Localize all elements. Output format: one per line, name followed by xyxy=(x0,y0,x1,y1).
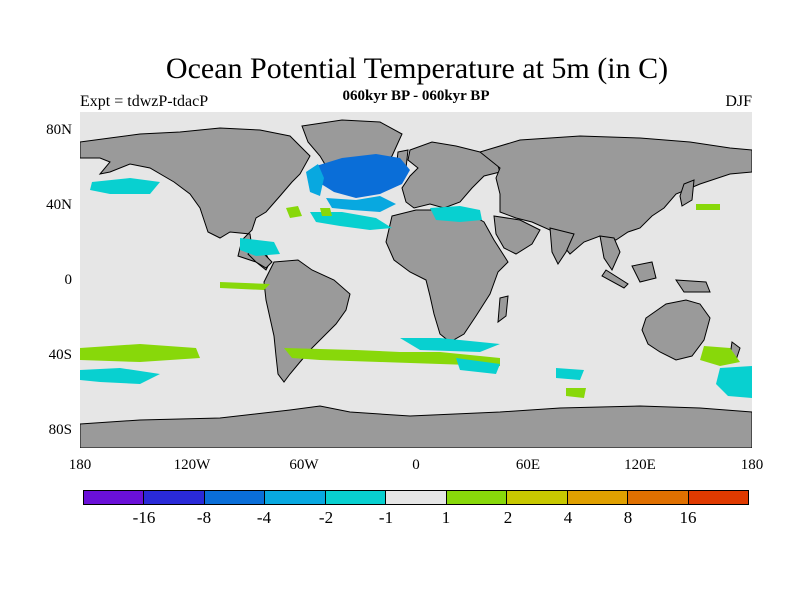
india-land xyxy=(549,227,575,265)
colorbar-label: 1 xyxy=(441,508,451,527)
lat-tick-0: 0 xyxy=(64,272,73,288)
borneo-land xyxy=(631,261,657,283)
north-pacific-east-warm xyxy=(696,204,720,210)
north-atlantic-anomaly-moderate xyxy=(306,164,324,196)
colorbar-swatch xyxy=(325,491,387,504)
southern-ocean-cold-1 xyxy=(80,368,160,384)
lon-tick-120w: 120W xyxy=(173,457,211,473)
sumatra-land xyxy=(601,269,629,289)
southern-ocean-warm-4 xyxy=(700,346,740,366)
colorbar-swatch xyxy=(628,491,689,504)
colorbar-swatch xyxy=(386,491,447,504)
pacific-anomaly-strip xyxy=(220,282,270,290)
caribbean-anomaly xyxy=(240,238,280,256)
southern-ocean-cold-3 xyxy=(456,358,500,374)
period-label: 060kyr BP - 060kyr BP xyxy=(342,88,490,104)
mediterranean-anomaly xyxy=(430,206,482,222)
lon-tick-60w: 60W xyxy=(289,457,319,473)
world-map xyxy=(80,112,752,448)
new-guinea-land xyxy=(675,279,711,293)
season-label: DJF xyxy=(725,93,752,110)
colorbar-swatch xyxy=(265,491,326,504)
colorbar-swatch xyxy=(567,491,629,504)
colorbar-swatch xyxy=(144,491,205,504)
atlantic-anomaly-band xyxy=(310,212,392,230)
lat-tick-80s: 80S xyxy=(48,422,72,438)
lon-tick-60e: 60E xyxy=(515,457,541,473)
colorbar-swatch xyxy=(446,491,508,504)
lon-tick-0: 0 xyxy=(412,457,420,473)
lat-tick-40s: 40S xyxy=(48,347,72,363)
colorbar-label: -1 xyxy=(378,508,394,527)
australia-land xyxy=(641,299,711,361)
lon-tick-180w: 180 xyxy=(68,457,92,473)
colorbar-label: 4 xyxy=(563,508,573,527)
southern-ocean-warm-3 xyxy=(566,388,586,398)
atlantic-warm-patch-1 xyxy=(286,206,302,218)
colorbar-label: -4 xyxy=(256,508,272,527)
colorbar-swatch xyxy=(84,491,145,504)
colorbar-label: -2 xyxy=(318,508,334,527)
antarctica-land xyxy=(80,405,752,448)
atlantic-warm-patch-2 xyxy=(320,208,332,216)
colorbar-label: -16 xyxy=(132,508,156,527)
southern-ocean-cold-2 xyxy=(400,338,500,352)
colorbar xyxy=(83,490,749,505)
colorbar-label: 2 xyxy=(503,508,513,527)
colorbar-swatch xyxy=(688,491,748,504)
southern-ocean-warm-1 xyxy=(80,344,200,362)
lat-tick-40n: 40N xyxy=(46,197,72,213)
north-atlantic-anomaly-strong xyxy=(316,154,410,198)
experiment-label: Expt = tdwzP-tdacP xyxy=(80,93,209,110)
asia-land xyxy=(478,135,752,255)
arabia-land xyxy=(493,215,541,255)
colorbar-swatch xyxy=(204,491,266,504)
colorbar-label: 8 xyxy=(623,508,633,527)
colorbar-label: 16 xyxy=(679,508,697,527)
southeast-asia-land xyxy=(599,235,621,272)
japan-land xyxy=(679,179,695,207)
south-america-land xyxy=(263,259,351,383)
lon-tick-180e: 180 xyxy=(740,457,764,473)
madagascar-land xyxy=(497,295,509,324)
lat-tick-80n: 80N xyxy=(46,122,72,138)
colorbar-label: -8 xyxy=(196,508,212,527)
europe-land xyxy=(401,141,501,209)
colorbar-swatch xyxy=(507,491,568,504)
southern-ocean-cold-4 xyxy=(556,368,584,380)
lon-tick-120e: 120E xyxy=(624,457,656,473)
north-pacific-anomaly xyxy=(90,178,160,194)
map-title: Ocean Potential Temperature at 5m (in C) xyxy=(165,52,669,85)
north-atlantic-anomaly-mid xyxy=(326,196,396,212)
southern-ocean-cold-5 xyxy=(716,366,752,398)
southern-ocean-warm-2 xyxy=(284,348,500,366)
